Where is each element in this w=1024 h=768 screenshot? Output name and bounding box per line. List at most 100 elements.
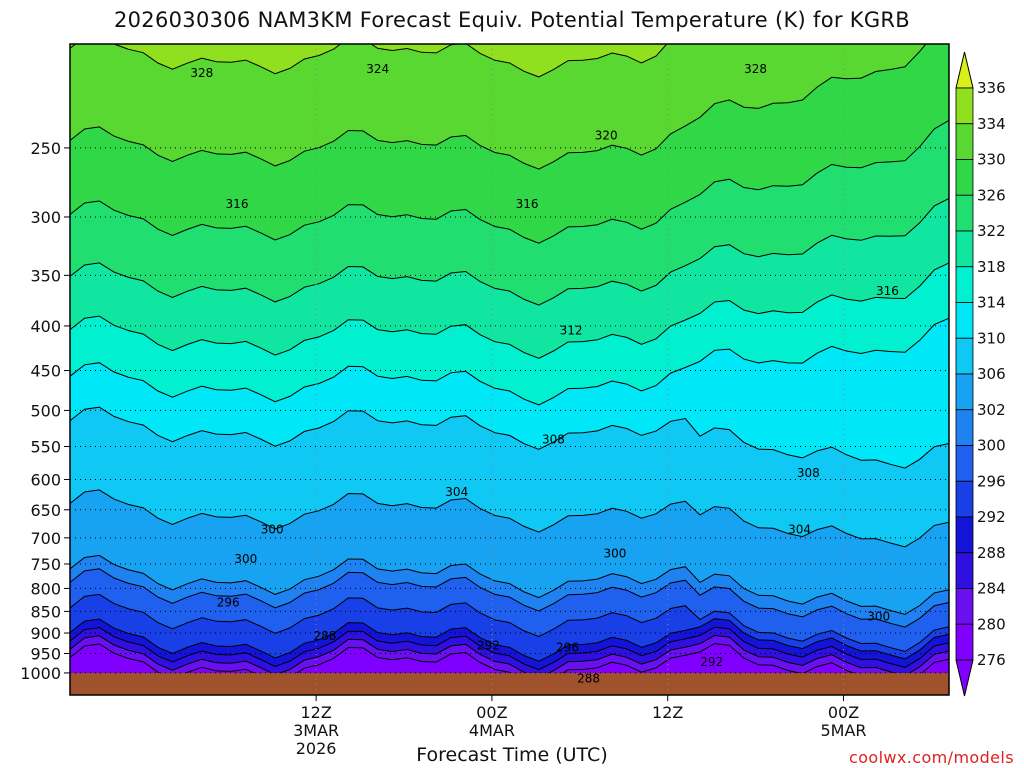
contour-label: 300: [867, 610, 890, 624]
colorbar-top-arrow: [955, 51, 974, 89]
contour-330: [70, 44, 927, 170]
colorbar-label: 310: [977, 329, 1006, 347]
contour-326: [70, 119, 949, 244]
colorbar-bottom-arrow: [955, 659, 974, 697]
y-tick-label: 300: [30, 208, 61, 227]
y-tick-label: 350: [30, 266, 61, 285]
colorbar-label: 302: [977, 401, 1006, 419]
x-axis-label: Forecast Time (UTC): [416, 744, 608, 766]
colorbar-swatch: [955, 87, 974, 125]
y-tick-label: 900: [30, 624, 61, 643]
colorbar-label: 276: [977, 651, 1006, 669]
colorbar-label: 330: [977, 151, 1006, 169]
y-tick-label: 1000: [20, 664, 61, 683]
contour-334: [70, 44, 668, 78]
colorbar-label: 314: [977, 294, 1006, 312]
x-tick-label: 12Z: [652, 703, 683, 722]
y-tick-label: 800: [30, 579, 61, 598]
contour-label: 320: [595, 129, 618, 143]
chart-title: 2026030306 NAM3KM Forecast Equiv. Potent…: [113, 8, 911, 32]
y-tick-label: 950: [30, 645, 61, 664]
colorbar-label: 322: [977, 222, 1006, 240]
y-tick-label: 500: [30, 401, 61, 420]
contour-322: [70, 197, 949, 306]
colorbar-swatch: [955, 445, 974, 482]
colorbar-swatch: [955, 302, 974, 339]
contour-302: [70, 554, 949, 615]
contour-306: [70, 489, 949, 548]
colorbar-swatch: [955, 588, 974, 625]
contour-label: 300: [261, 523, 284, 537]
colorbar-label: 280: [977, 615, 1006, 633]
x-tick-label: 00Z: [828, 703, 859, 722]
y-tick-label: 750: [30, 555, 61, 574]
grid-lines: [70, 44, 949, 695]
colorbar-swatch: [955, 373, 974, 411]
y-tick-label: 650: [30, 501, 61, 520]
colorbar-swatch: [955, 123, 974, 160]
colorbar-swatch: [955, 194, 974, 232]
colorbar-swatch: [955, 266, 974, 303]
colorbar-label: 300: [977, 437, 1006, 455]
x-tick-label: 00Z: [476, 703, 507, 722]
colorbar-swatch: [955, 623, 974, 661]
contour-label: 316: [226, 197, 249, 211]
colorbar-label: 336: [977, 79, 1006, 97]
x-tick-label: 12Z: [300, 703, 331, 722]
y-tick-label: 850: [30, 602, 61, 621]
contour-label: 328: [744, 62, 767, 76]
colorbar-swatch: [955, 409, 974, 446]
contour-label: 304: [445, 485, 468, 499]
y-tick-label: 700: [30, 529, 61, 548]
ground-layer: [70, 673, 949, 695]
colorbar-label: 284: [977, 580, 1006, 598]
y-tick-label: 250: [30, 139, 61, 158]
colorbar-label: 306: [977, 365, 1006, 383]
y-tick-label: 400: [30, 317, 61, 336]
contour-318: [70, 262, 949, 359]
colorbar-swatch: [955, 230, 974, 268]
colorbar-label: 334: [977, 115, 1006, 133]
x-tick-label: 5MAR: [820, 721, 866, 740]
contour-label: 292: [700, 655, 723, 669]
colorbar-swatch: [955, 159, 974, 196]
x-tick-label: 4MAR: [469, 721, 515, 740]
contour-310: [70, 406, 949, 469]
colorbar-label: 288: [977, 544, 1006, 562]
contour-label: 304: [788, 523, 811, 537]
contour-label: 308: [542, 433, 565, 447]
colorbar-legend: 336 334 330 326 322 318 314 310 306 302 300 296 292 2…: [955, 51, 1006, 697]
y-axis: 250 300 350 400 450 500 550 600 650 700 750 800 850 9…: [20, 139, 70, 683]
contour-label: 296: [556, 640, 579, 654]
contour-314: [70, 317, 949, 406]
colorbar-label: 318: [977, 258, 1006, 276]
y-tick-label: 600: [30, 470, 61, 489]
contour-bands: [70, 44, 949, 695]
contour-label: 312: [560, 324, 583, 338]
x-tick-label: 2026: [296, 739, 337, 758]
credit-link[interactable]: coolwx.com/models: [849, 748, 1014, 767]
contour-292: [70, 618, 949, 662]
colorbar-label: 296: [977, 472, 1006, 490]
contour-label: 316: [516, 197, 539, 211]
contour-labels: 328 324 328 320 316 316 316 312 308 308 304 304 300 3…: [190, 62, 899, 686]
contour-284: [70, 634, 949, 679]
contour-label: 324: [366, 62, 389, 76]
y-tick-label: 450: [30, 362, 61, 381]
colorbar-swatch: [955, 480, 974, 518]
contour-288: [70, 626, 949, 671]
colorbar-swatch: [955, 516, 974, 554]
contour-label: 300: [604, 547, 627, 561]
x-tick-label: 3MAR: [293, 721, 339, 740]
colorbar-label: 326: [977, 186, 1006, 204]
contour-label: 288: [313, 629, 336, 643]
contour-296: [70, 593, 949, 653]
y-tick-label: 550: [30, 438, 61, 457]
contour-label: 296: [217, 595, 240, 609]
contour-label: 300: [234, 552, 257, 566]
colorbar-swatch: [955, 337, 974, 375]
colorbar-label: 292: [977, 508, 1006, 526]
contour-label: 328: [190, 66, 213, 80]
